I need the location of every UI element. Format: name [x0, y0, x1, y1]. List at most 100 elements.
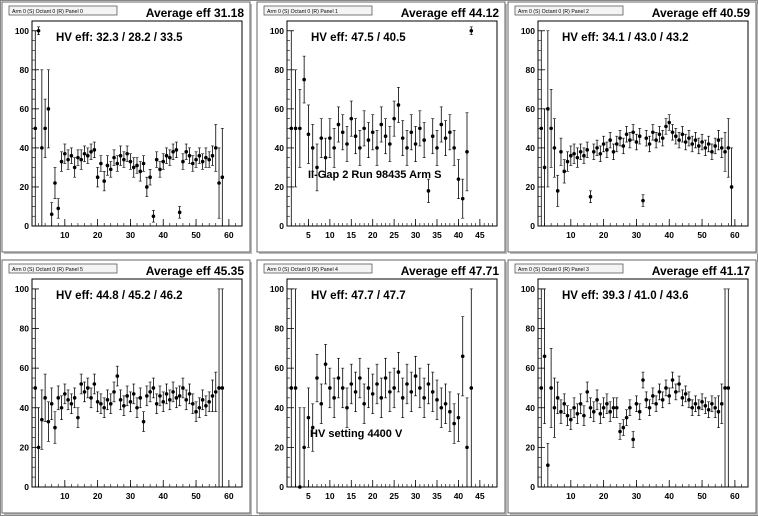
data-point — [194, 157, 198, 162]
data-point — [670, 130, 675, 135]
data-point — [418, 386, 422, 390]
data-point — [400, 136, 405, 140]
data-point — [289, 386, 294, 390]
x-tick-label: 20 — [93, 491, 103, 501]
data-point — [657, 132, 662, 137]
data-point — [719, 146, 724, 150]
data-point — [723, 150, 727, 154]
data-point — [703, 403, 708, 408]
data-point — [332, 146, 336, 150]
panel-title-box — [8, 263, 118, 274]
data-point — [135, 163, 139, 168]
x-tick-label: 40 — [159, 491, 169, 501]
data-point — [546, 107, 550, 111]
y-tick-label: 60 — [526, 104, 536, 114]
data-point — [601, 405, 606, 410]
data-point — [443, 402, 448, 406]
data-point — [315, 376, 319, 380]
data-point — [174, 148, 179, 152]
data-point — [293, 386, 298, 390]
data-point — [33, 126, 38, 131]
average-eff-label: Average eff 45.35 — [146, 264, 245, 278]
data-point — [608, 409, 612, 414]
data-point — [138, 396, 143, 400]
x-tick-label: 30 — [632, 491, 642, 501]
data-point — [345, 142, 349, 146]
plot-area — [286, 278, 498, 488]
data-point — [703, 146, 708, 150]
data-point — [181, 386, 185, 390]
data-point — [336, 122, 341, 127]
data-point — [184, 398, 189, 402]
data-point — [53, 425, 57, 430]
data-point — [289, 126, 294, 131]
y-tick-label: 100 — [521, 284, 535, 294]
y-tick-label: 100 — [270, 26, 284, 36]
x-tick-label: 10 — [60, 230, 70, 240]
data-point — [204, 155, 208, 160]
data-point — [713, 405, 717, 410]
x-tick-label: 45 — [475, 230, 485, 240]
panel-title: Arm 0 (S) Octant 0 (R) Panel 3 — [518, 267, 589, 273]
data-point — [43, 396, 47, 400]
data-point — [210, 153, 215, 158]
data-point — [456, 177, 461, 181]
data-point — [644, 136, 649, 140]
data-point — [158, 167, 162, 172]
data-point — [353, 390, 358, 394]
x-tick-label: 10 — [325, 491, 335, 501]
data-point — [430, 390, 435, 394]
data-point — [56, 396, 61, 400]
data-point — [69, 153, 74, 158]
data-point — [555, 396, 560, 400]
data-point — [426, 189, 431, 193]
y-tick-label: 20 — [275, 442, 285, 452]
data-point — [572, 405, 576, 410]
data-point — [105, 163, 110, 168]
average-eff-label: Average eff 44.12 — [401, 6, 500, 20]
data-point — [217, 386, 221, 390]
data-point — [383, 134, 388, 138]
data-point — [82, 390, 87, 394]
data-point — [569, 417, 573, 422]
x-tick-label: 50 — [697, 230, 707, 240]
data-point — [388, 390, 392, 394]
data-point — [63, 392, 67, 396]
data-point — [696, 144, 701, 148]
data-point — [710, 402, 714, 406]
data-point — [46, 107, 51, 111]
average-eff-label: Average eff 31.18 — [146, 6, 245, 20]
data-point — [674, 134, 678, 138]
data-point — [452, 421, 456, 426]
data-point — [379, 396, 384, 400]
data-point — [112, 155, 116, 160]
data-point — [716, 409, 721, 414]
x-tick-label: 40 — [454, 230, 464, 240]
x-tick-label: 50 — [191, 230, 201, 240]
data-point — [664, 386, 668, 390]
data-point — [700, 400, 704, 404]
data-point — [118, 153, 123, 158]
data-point — [72, 396, 77, 400]
data-point — [677, 382, 681, 386]
data-point — [122, 403, 126, 408]
data-point — [465, 150, 469, 154]
chart-panel: Arm 0 (S) Octant 0 (R) Panel 2 Average ef… — [507, 1, 758, 254]
data-point — [56, 206, 61, 211]
data-point — [439, 122, 444, 127]
data-point — [353, 134, 358, 138]
data-point — [323, 362, 328, 366]
x-tick-label: 20 — [368, 230, 378, 240]
data-point — [680, 132, 685, 137]
data-point — [418, 126, 422, 131]
panel-title: Arm 0 (S) Octant 0 (R) Panel 5 — [12, 267, 83, 273]
data-point — [469, 386, 474, 390]
data-point — [657, 390, 662, 394]
data-point — [310, 425, 315, 430]
data-point — [611, 150, 616, 154]
data-point — [637, 409, 642, 414]
data-point — [95, 400, 100, 404]
y-tick-label: 0 — [530, 482, 535, 492]
data-point — [148, 175, 152, 179]
